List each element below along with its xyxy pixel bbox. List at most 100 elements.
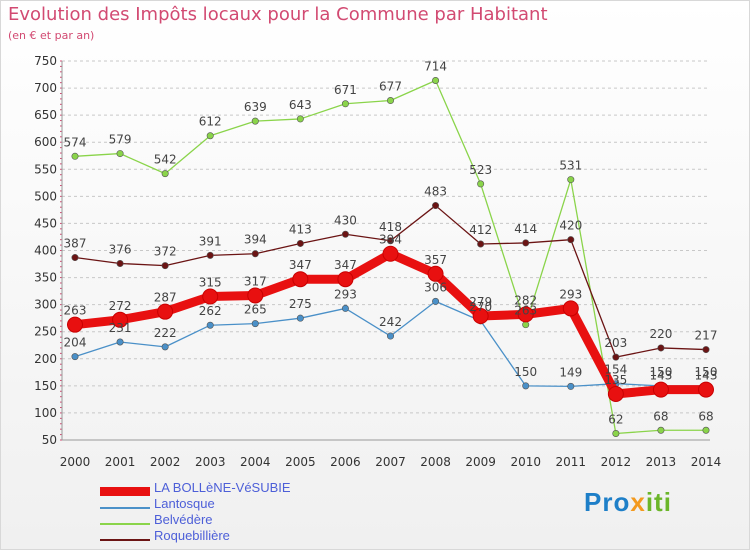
data-label: 231 [109, 321, 132, 335]
data-point [161, 170, 169, 178]
data-label: 523 [469, 163, 492, 177]
data-point [698, 381, 714, 398]
data-point [71, 152, 79, 160]
y-tick-label: 50 [42, 433, 57, 447]
data-point [251, 117, 259, 125]
data-label: 262 [199, 304, 222, 318]
data-label: 222 [154, 326, 177, 340]
data-point [386, 97, 394, 105]
y-tick-label: 100 [34, 406, 57, 420]
data-point [657, 426, 665, 434]
x-tick-label: 2013 [646, 455, 677, 469]
data-label: 217 [695, 329, 718, 343]
data-point [567, 176, 575, 184]
data-label: 412 [469, 223, 492, 237]
data-point [161, 343, 169, 351]
data-label: 150 [649, 365, 672, 379]
data-point [296, 239, 304, 247]
data-point [67, 316, 83, 333]
y-tick-label: 200 [34, 352, 57, 366]
data-point [702, 426, 710, 434]
data-label: 279 [469, 295, 492, 309]
data-point [567, 382, 575, 390]
data-point [522, 239, 530, 247]
data-label: 579 [109, 133, 132, 147]
data-label: 376 [109, 242, 132, 256]
logo-part: x [630, 487, 646, 517]
data-point [116, 150, 124, 158]
logo-part: iti [645, 487, 672, 517]
data-label: 574 [64, 135, 87, 149]
data-label: 143 [649, 369, 672, 383]
data-label: 413 [289, 222, 312, 236]
x-tick-label: 2004 [240, 455, 271, 469]
data-label: 531 [559, 159, 582, 173]
y-tick-label: 300 [34, 298, 57, 312]
data-point [202, 288, 219, 305]
data-label: 391 [199, 234, 222, 248]
data-label: 150 [695, 365, 718, 379]
data-label: 394 [244, 233, 267, 247]
data-label: 263 [64, 304, 87, 318]
data-point [157, 303, 174, 320]
data-point [71, 353, 79, 361]
data-label: 542 [154, 153, 177, 167]
data-label: 287 [154, 291, 177, 305]
data-label: 372 [154, 245, 177, 259]
x-tick-label: 2007 [375, 455, 406, 469]
data-point [472, 308, 489, 325]
data-point [161, 262, 169, 270]
x-tick-label: 2011 [556, 455, 587, 469]
data-point [292, 271, 309, 288]
data-point [652, 381, 669, 398]
data-point [341, 230, 349, 238]
data-label: 315 [199, 276, 222, 290]
data-point [341, 100, 349, 108]
data-label: 272 [109, 299, 132, 313]
x-tick-label: 2009 [465, 455, 496, 469]
data-label: 62 [608, 413, 623, 427]
data-point [522, 321, 530, 329]
y-tick-label: 650 [34, 108, 57, 122]
data-point [657, 344, 665, 352]
data-label: 68 [653, 409, 668, 423]
data-label: 714 [424, 59, 447, 73]
chart-subtitle: (en € et par an) [8, 29, 95, 42]
data-label: 420 [559, 219, 582, 233]
data-point [116, 338, 124, 346]
chart-title: Evolution des Impôts locaux pour la Comm… [8, 4, 548, 25]
data-label: 293 [334, 287, 357, 301]
data-point [386, 237, 394, 245]
data-point [296, 115, 304, 123]
data-point [562, 300, 579, 317]
data-point [251, 250, 259, 258]
data-point [702, 346, 710, 354]
legend-label: Lantosque [154, 496, 215, 511]
legend-swatch [100, 523, 150, 525]
x-tick-label: 2003 [195, 455, 226, 469]
y-tick-label: 600 [34, 135, 57, 149]
data-point [71, 254, 79, 262]
legend-label: Belvédère [154, 512, 213, 527]
data-label: 263 [514, 304, 537, 318]
data-label: 265 [244, 303, 267, 317]
data-label: 317 [244, 274, 267, 288]
y-tick-label: 250 [34, 325, 57, 339]
data-point [112, 311, 129, 328]
data-label: 414 [514, 222, 537, 236]
data-label: 394 [379, 233, 402, 247]
data-point [427, 265, 444, 282]
data-label: 357 [424, 253, 447, 267]
x-tick-label: 2012 [601, 455, 632, 469]
data-point [382, 245, 399, 262]
data-point [612, 353, 620, 361]
proxiti-logo: Proxiti [584, 487, 672, 518]
data-label: 677 [379, 80, 402, 94]
x-tick-label: 2000 [60, 455, 91, 469]
data-label: 347 [334, 258, 357, 272]
data-point [337, 271, 354, 288]
data-point [432, 297, 440, 305]
data-label: 149 [559, 365, 582, 379]
